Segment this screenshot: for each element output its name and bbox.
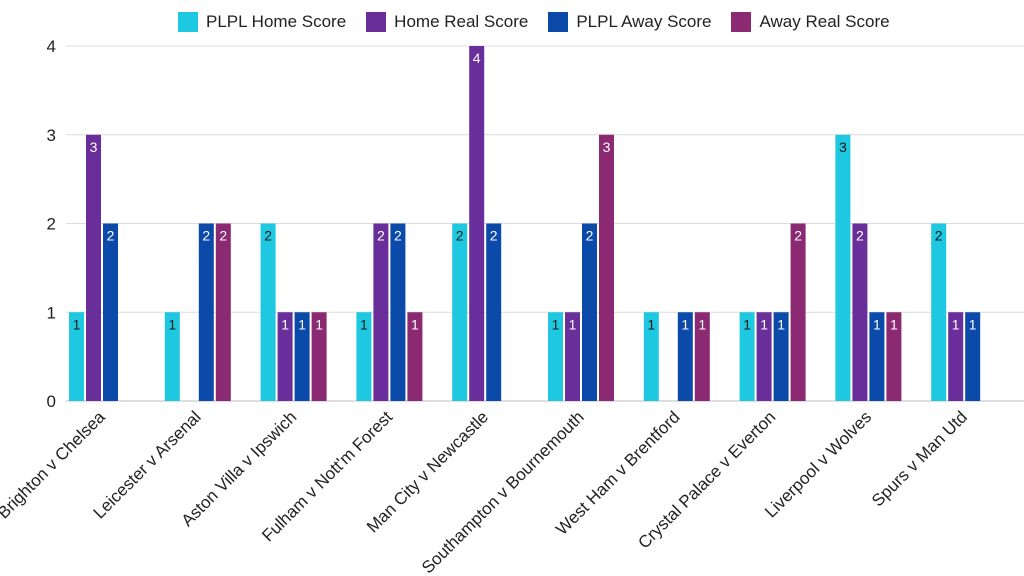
bar-data-label: 2 bbox=[394, 228, 402, 244]
legend-swatch bbox=[548, 12, 569, 32]
bar bbox=[548, 312, 563, 401]
legend-item-away-real: Away Real Score bbox=[731, 12, 890, 32]
legend-item-home-real: Home Real Score bbox=[366, 12, 528, 32]
bar-data-label: 1 bbox=[360, 316, 368, 332]
y-tick-label: 0 bbox=[47, 392, 56, 411]
y-tick-label: 2 bbox=[47, 215, 56, 234]
bar-data-label: 2 bbox=[456, 228, 464, 244]
bar-data-label: 1 bbox=[698, 316, 706, 332]
bar-data-label: 1 bbox=[952, 316, 960, 332]
bar-data-label: 1 bbox=[315, 316, 323, 332]
legend-label: Away Real Score bbox=[759, 12, 890, 31]
x-tick-label: Southampton v Bournemouth bbox=[418, 407, 588, 576]
bar bbox=[311, 312, 327, 401]
bar bbox=[948, 312, 964, 401]
bar-data-label: 1 bbox=[168, 316, 176, 332]
bar-data-label: 1 bbox=[411, 316, 419, 332]
bar-data-label: 1 bbox=[281, 316, 289, 332]
bar-data-label: 2 bbox=[107, 228, 115, 244]
legend-label: Home Real Score bbox=[394, 12, 529, 31]
legend-label: PLPL Away Score bbox=[576, 12, 712, 31]
legend-item-plpl-home: PLPL Home Score bbox=[178, 12, 346, 32]
bar bbox=[277, 312, 293, 401]
bar bbox=[773, 312, 789, 401]
bar-data-label: 1 bbox=[873, 316, 881, 332]
bar-data-label: 4 bbox=[473, 50, 481, 66]
bar-data-label: 2 bbox=[219, 228, 227, 244]
legend-item-plpl-away: PLPL Away Score bbox=[548, 12, 711, 32]
bar-data-label: 2 bbox=[935, 228, 943, 244]
legend-swatch bbox=[731, 12, 752, 32]
bar-data-label: 1 bbox=[647, 316, 655, 332]
bar bbox=[164, 312, 180, 401]
bar bbox=[294, 312, 310, 401]
bar-data-label: 2 bbox=[202, 228, 210, 244]
bar bbox=[965, 312, 981, 401]
bar-data-label: 1 bbox=[890, 316, 898, 332]
legend-swatch bbox=[366, 12, 387, 32]
y-tick-label: 4 bbox=[47, 37, 56, 56]
bar-data-label: 2 bbox=[794, 228, 802, 244]
x-tick-label: Spurs v Man Utd bbox=[868, 407, 971, 510]
bar-data-label: 1 bbox=[760, 316, 768, 332]
bar-data-label: 1 bbox=[743, 316, 751, 332]
bar bbox=[756, 312, 772, 401]
legend-swatch bbox=[178, 12, 198, 32]
bar-data-label: 1 bbox=[777, 316, 785, 332]
bar bbox=[103, 223, 118, 401]
bar bbox=[356, 312, 372, 401]
bar-data-label: 1 bbox=[569, 316, 577, 332]
bar bbox=[86, 134, 101, 401]
bar bbox=[198, 223, 214, 401]
bar bbox=[215, 223, 231, 401]
bar bbox=[739, 312, 755, 401]
bar bbox=[373, 223, 389, 401]
bar bbox=[565, 312, 580, 401]
x-tick-label: Liverpool v Wolves bbox=[761, 407, 875, 521]
bar bbox=[886, 312, 902, 401]
bar bbox=[694, 312, 710, 401]
bar-data-label: 1 bbox=[298, 316, 306, 332]
bar-data-label: 2 bbox=[586, 228, 594, 244]
bar-data-label: 1 bbox=[969, 316, 977, 332]
x-tick-label: Leicester v Arsenal bbox=[90, 407, 205, 522]
bar-data-label: 1 bbox=[73, 316, 81, 332]
bar bbox=[407, 312, 423, 401]
bar-data-label: 3 bbox=[603, 139, 611, 155]
y-tick-label: 3 bbox=[47, 126, 56, 145]
bar bbox=[452, 223, 468, 401]
bar bbox=[835, 134, 851, 401]
bar bbox=[390, 223, 406, 401]
bar-data-label: 1 bbox=[552, 316, 560, 332]
bar-data-label: 2 bbox=[490, 228, 498, 244]
bar bbox=[582, 223, 597, 401]
bar bbox=[677, 312, 693, 401]
legend-label: PLPL Home Score bbox=[206, 12, 347, 31]
bar-data-label: 3 bbox=[839, 139, 847, 155]
bar-data-label: 2 bbox=[264, 228, 272, 244]
bar bbox=[69, 312, 84, 401]
bar bbox=[486, 223, 502, 401]
bar bbox=[869, 312, 885, 401]
bar-data-label: 2 bbox=[856, 228, 864, 244]
bar bbox=[469, 46, 485, 401]
bar bbox=[852, 223, 868, 401]
bar bbox=[260, 223, 276, 401]
bar-data-label: 3 bbox=[90, 139, 98, 155]
bar bbox=[599, 134, 614, 401]
legend: PLPL Home Score Home Real Score PLPL Awa… bbox=[178, 10, 910, 34]
bar-data-label: 2 bbox=[377, 228, 385, 244]
y-tick-label: 1 bbox=[47, 303, 56, 322]
bar-data-label: 1 bbox=[681, 316, 689, 332]
bar bbox=[790, 223, 806, 401]
bar bbox=[931, 223, 947, 401]
bar bbox=[643, 312, 659, 401]
